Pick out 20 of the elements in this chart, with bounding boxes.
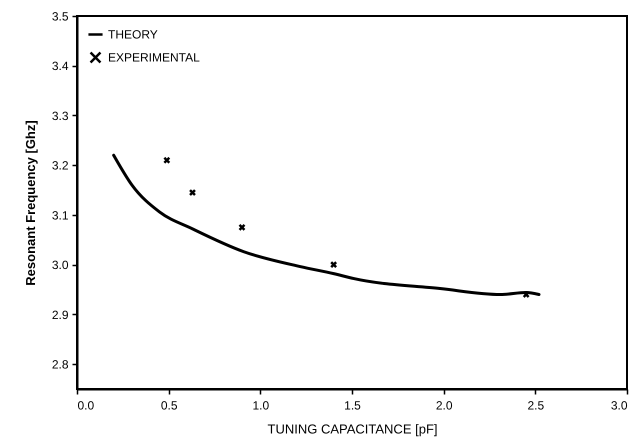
y-tick-label: 3.5 <box>52 10 69 24</box>
y-tick-label: 2.9 <box>52 308 69 322</box>
x-tick-label: 2.0 <box>436 398 453 412</box>
y-tick-label: 3.2 <box>52 158 69 173</box>
x-tick-label: 0.5 <box>160 398 178 412</box>
x-tick-label: 1.0 <box>252 398 270 412</box>
x-tick-label: 0.0 <box>78 398 95 412</box>
legend-label: EXPERIMENTAL <box>108 50 200 64</box>
x-tick-label: 2.5 <box>527 398 544 412</box>
legend-label: THEORY <box>108 28 158 42</box>
x-tick-label: 3.0 <box>610 398 628 412</box>
line-series <box>112 154 540 296</box>
y-axis-title: Resonant Frequency [Ghz] <box>22 120 38 286</box>
x-tick-label: 1.5 <box>344 398 362 412</box>
y-tick-label: 3.4 <box>52 59 69 74</box>
x-axis-title: TUNING CAPACITANCE [pF] <box>268 422 438 436</box>
y-tick-label: 3.0 <box>52 258 69 272</box>
y-tick-label: 2.8 <box>52 358 69 372</box>
y-tick-label: 3.3 <box>52 108 69 123</box>
y-tick-label: 3.1 <box>52 208 69 222</box>
